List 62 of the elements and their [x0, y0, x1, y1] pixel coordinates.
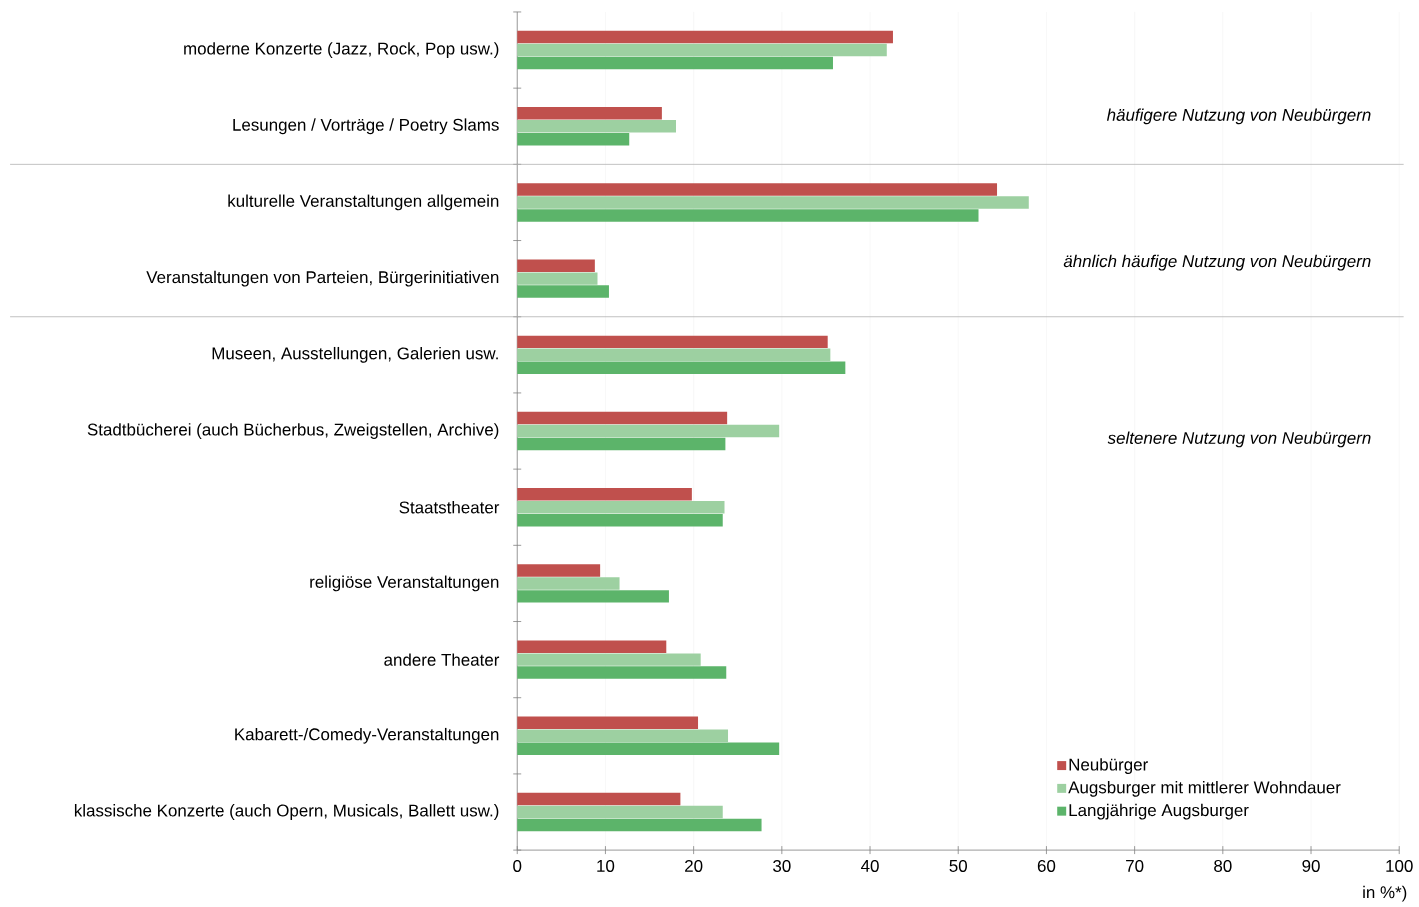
- bar: [517, 30, 893, 44]
- bar: [517, 742, 780, 755]
- y-tick-label: Kabarett-/Comedy-Veranstaltungen: [235, 727, 499, 744]
- bar: [517, 564, 601, 577]
- y-tick-label: Lesungen / Vorträge / Poetry Slams: [233, 118, 499, 135]
- legend-label: Langjährige Augsburger: [1069, 803, 1249, 820]
- bar: [517, 805, 723, 819]
- y-tick-label: andere Theater: [384, 653, 500, 666]
- y-tick-label: Museen, Ausstellungen, Galerien usw.: [212, 346, 498, 363]
- bar: [517, 348, 831, 361]
- legend-label: Augsburger mit mittlerer Wohndauer: [1068, 780, 1341, 797]
- annotation: seltenere Nutzung von Neubürgern: [1107, 431, 1371, 448]
- bar: [517, 640, 667, 653]
- x-tick-label: 20: [685, 859, 703, 872]
- y-tick-label: kulturelle Veranstaltungen allgemein: [228, 194, 499, 211]
- bar: [517, 56, 833, 70]
- bar: [517, 577, 620, 590]
- x-tick-label: 70: [1126, 859, 1144, 872]
- bar: [517, 259, 595, 272]
- bar: [517, 196, 1029, 209]
- y-tick-label: Veranstaltungen von Parteien, Bürgerinitiativen: [146, 270, 499, 287]
- annotation: häufigere Nutzung von Neubürgern: [1106, 108, 1371, 125]
- bar: [517, 729, 729, 742]
- bar: [517, 487, 692, 501]
- bar: [517, 183, 998, 196]
- bar: [517, 119, 676, 133]
- x-tick-label: 100: [1386, 859, 1413, 872]
- bar: [517, 590, 669, 603]
- x-tick-label: 80: [1214, 859, 1232, 872]
- bar: [517, 43, 887, 57]
- y-tick-label: Staatstheater: [399, 500, 500, 514]
- bar: [517, 411, 728, 425]
- x-tick-label: 60: [1037, 859, 1056, 872]
- x-tick-label: 0: [513, 859, 522, 872]
- y-tick-label: Stadtbücherei (auch Bücherbus, Zweigstellen, Archive): [87, 423, 499, 439]
- y-tick-label: religiöse Veranstaltungen: [310, 575, 499, 592]
- bar: [517, 361, 846, 374]
- x-tick-label: 10: [597, 859, 615, 872]
- x-tick-label: 40: [861, 859, 879, 872]
- bar: [517, 513, 723, 527]
- bar: [517, 653, 701, 666]
- x-tick-label: 30: [773, 859, 791, 872]
- bar: [517, 335, 828, 348]
- x-axis-title: in %*): [1363, 885, 1407, 902]
- bar: [517, 792, 681, 806]
- bar: [517, 424, 780, 438]
- y-tick-label: klassische Konzerte (auch Opern, Musicals, Ballett usw.): [74, 803, 499, 820]
- bar: [517, 666, 727, 679]
- bar: [517, 209, 979, 222]
- bar: [517, 132, 630, 146]
- bar: [517, 500, 725, 514]
- bar: [517, 716, 699, 729]
- annotation: ähnlich häufige Nutzung von Neubürgern: [1063, 254, 1371, 271]
- bar: [517, 106, 662, 120]
- x-tick-label: 50: [949, 859, 967, 872]
- bar: [517, 437, 726, 451]
- bar: [517, 285, 609, 298]
- bar: [517, 272, 598, 285]
- bar: [517, 818, 762, 832]
- x-tick-label: 90: [1302, 859, 1320, 872]
- legend-label: Neubürger: [1069, 758, 1148, 774]
- y-tick-label: moderne Konzerte (Jazz, Rock, Pop usw.): [184, 42, 499, 58]
